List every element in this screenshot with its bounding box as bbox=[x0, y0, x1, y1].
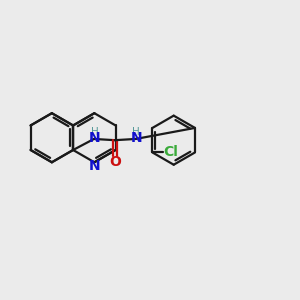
Text: H: H bbox=[132, 127, 140, 137]
Text: H: H bbox=[91, 127, 98, 137]
Text: N: N bbox=[130, 131, 142, 146]
Text: N: N bbox=[88, 131, 100, 146]
Text: N: N bbox=[89, 159, 101, 173]
Text: O: O bbox=[109, 154, 121, 169]
Text: Cl: Cl bbox=[163, 146, 178, 160]
